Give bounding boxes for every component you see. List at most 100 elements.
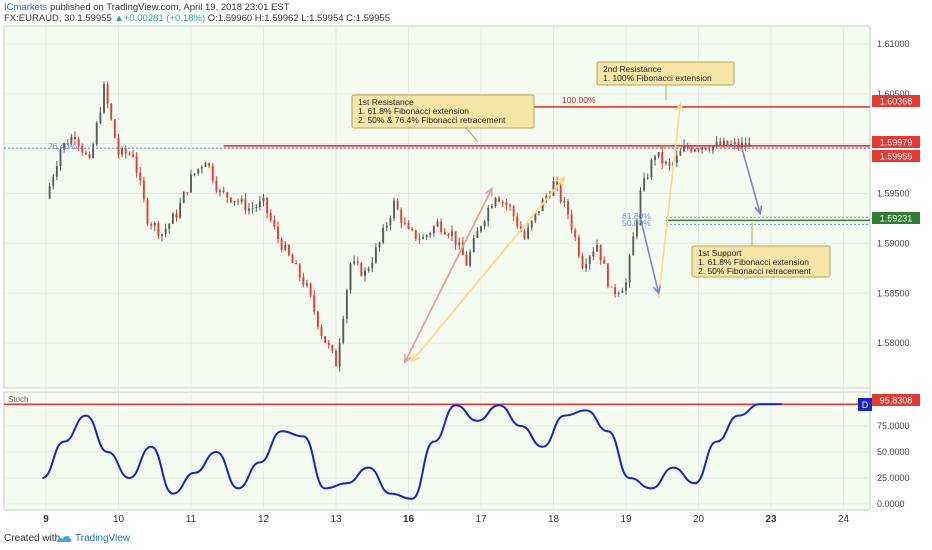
time-tick-label-7: 18 bbox=[548, 514, 560, 525]
candle-body-145 bbox=[574, 229, 577, 238]
stoch-title: Stoch bbox=[8, 395, 28, 404]
candle-body-37 bbox=[182, 192, 185, 203]
candle-body-112 bbox=[454, 231, 457, 245]
candle-body-105 bbox=[429, 233, 432, 236]
candle-body-148 bbox=[585, 264, 588, 269]
stoch-series-line bbox=[42, 403, 782, 500]
x-axis-labels: 9 10 11 12 13 16 17 18 19 20 23 24 bbox=[43, 514, 849, 525]
time-tick-label-10: 23 bbox=[765, 514, 777, 525]
level-tag-2: 1.59979 bbox=[872, 136, 920, 148]
stoch-tick-label-0: 75.0000 bbox=[877, 421, 910, 431]
candle-body-54 bbox=[244, 198, 247, 211]
price-panel[interactable] bbox=[3, 25, 871, 389]
candle-body-171 bbox=[668, 161, 671, 167]
callout-pointer-1 bbox=[465, 127, 479, 143]
candle-body-129 bbox=[516, 216, 519, 227]
candle-body-74 bbox=[316, 311, 319, 327]
level-tag-4: 1.59231 bbox=[872, 212, 920, 224]
arrow-up-yellow-2-shaft bbox=[657, 103, 682, 299]
candle-body-114 bbox=[461, 242, 464, 256]
candle-body-153 bbox=[603, 260, 606, 264]
candle-body-96 bbox=[396, 200, 399, 210]
candle-body-158 bbox=[621, 290, 624, 293]
candle-body-6 bbox=[70, 136, 73, 145]
candle-body-55 bbox=[248, 208, 250, 211]
candle-body-122 bbox=[490, 205, 493, 209]
candle-body-50 bbox=[229, 197, 232, 203]
time-tick-label-3: 12 bbox=[258, 514, 270, 525]
candle-body-131 bbox=[523, 231, 526, 239]
candle-body-125 bbox=[501, 201, 504, 203]
arrow-down-2-head bbox=[754, 205, 763, 216]
candle-body-142 bbox=[563, 201, 566, 203]
callout-1st-resistance-line-2: 1. 61.8% Fibonacci extension bbox=[358, 106, 469, 116]
price-change: +0.00281 (+0.18%) bbox=[123, 13, 206, 24]
candle-body-58 bbox=[258, 201, 261, 208]
time-tick-label-11: 24 bbox=[838, 514, 850, 525]
candle-body-4 bbox=[63, 143, 66, 150]
candle-body-180 bbox=[701, 147, 704, 150]
stoch-value-text: 95.8308 bbox=[880, 396, 913, 406]
candle-body-38 bbox=[186, 192, 189, 194]
candle-body-17 bbox=[110, 103, 113, 120]
candle-body-70 bbox=[302, 277, 305, 286]
time-tick-label-0: 9 bbox=[43, 514, 49, 525]
candle-body-186 bbox=[722, 140, 725, 146]
candle-body-29 bbox=[153, 223, 156, 226]
callout-1st-support-line-2: 1. 61.8% Fibonacci extension bbox=[698, 257, 809, 267]
candle-body-93 bbox=[385, 225, 388, 228]
candle-body-40 bbox=[193, 173, 196, 175]
ohlc-values: O:1.59960 H:1.59962 L:1.59954 C:1.59955 bbox=[207, 13, 390, 24]
candle-body-136 bbox=[541, 199, 544, 212]
candle-body-133 bbox=[530, 220, 533, 228]
candle-body-135 bbox=[538, 211, 540, 213]
candle-body-48 bbox=[222, 190, 225, 193]
candle-body-52 bbox=[237, 200, 240, 202]
chart-canvas[interactable]: 1.610001.605001.600001.595001.590001.585… bbox=[0, 0, 932, 528]
candle-body-60 bbox=[266, 197, 269, 213]
time-tick-label-6: 17 bbox=[475, 514, 487, 525]
level-tag-3-text: 1.59955 bbox=[880, 152, 913, 162]
candle-body-45 bbox=[211, 165, 214, 181]
candle-body-39 bbox=[190, 174, 192, 193]
symbol-label: FX:EURAUD, 30 bbox=[4, 13, 75, 24]
candle-body-3 bbox=[59, 149, 62, 167]
created-with-text: Created with bbox=[4, 533, 61, 544]
candle-body-95 bbox=[393, 200, 395, 218]
candle-body-117 bbox=[472, 238, 475, 252]
candle-body-5 bbox=[66, 143, 69, 145]
price-tick-label-4: 1.59000 bbox=[877, 238, 910, 248]
stoch-panel[interactable] bbox=[3, 391, 871, 511]
tradingview-logo-icon[interactable] bbox=[55, 531, 73, 545]
time-tick-label-1: 10 bbox=[113, 514, 125, 525]
stoch-tick-label-1: 50.0000 bbox=[877, 447, 910, 457]
fib-50-label: 50.00% bbox=[622, 218, 651, 228]
candle-body-51 bbox=[233, 200, 236, 203]
candle-body-168 bbox=[657, 152, 660, 157]
candle-body-36 bbox=[179, 202, 182, 218]
candle-body-82 bbox=[345, 290, 348, 319]
candle-body-124 bbox=[498, 197, 501, 202]
callout-2nd-resistance-line-2: 1. 100% Fibonacci extension bbox=[603, 73, 712, 83]
candle-body-61 bbox=[269, 212, 272, 221]
arrow-down-1-shaft bbox=[639, 218, 660, 294]
candle-body-32 bbox=[164, 228, 167, 235]
indicator-badge[interactable] bbox=[858, 398, 872, 411]
publisher-name[interactable]: ICmarkets bbox=[4, 2, 48, 13]
candle-body-185 bbox=[719, 141, 722, 146]
candle-body-2 bbox=[55, 166, 58, 177]
candle-body-118 bbox=[476, 231, 479, 239]
candle-body-18 bbox=[113, 119, 116, 139]
candle-body-19 bbox=[117, 138, 120, 155]
tradingview-link[interactable]: TradingView bbox=[75, 533, 131, 544]
candle-body-157 bbox=[617, 292, 620, 295]
candle-body-0 bbox=[48, 186, 51, 199]
candle-body-89 bbox=[371, 262, 374, 269]
candle-body-63 bbox=[277, 226, 279, 240]
callout-1st-resistance-line-1: 1st Resistance bbox=[358, 97, 414, 107]
callout-2nd-resistance: 2nd Resistance 1. 100% Fibonacci extensi… bbox=[596, 61, 735, 86]
time-tick-label-5: 16 bbox=[403, 514, 415, 525]
candle-body-155 bbox=[610, 286, 613, 288]
candle-body-192 bbox=[744, 142, 747, 147]
candle-body-69 bbox=[298, 264, 301, 278]
